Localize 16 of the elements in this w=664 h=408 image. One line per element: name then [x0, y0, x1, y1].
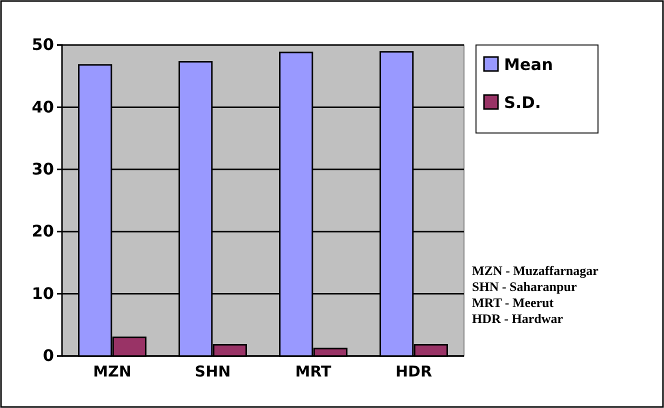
- y-tick-label: 20: [32, 222, 54, 241]
- text: SHN - Saharanpur: [472, 279, 577, 294]
- y-tick-label: 0: [42, 346, 54, 366]
- text: HDR - Hardwar: [472, 311, 564, 326]
- y-tick-label: 40: [32, 97, 54, 116]
- legend-label: S.D.: [504, 93, 541, 112]
- x-tick-label: MZN: [93, 362, 132, 381]
- y-tick-label: 50: [32, 35, 54, 54]
- y-tick-label: 10: [32, 284, 54, 303]
- x-tick-label: HDR: [395, 362, 432, 381]
- x-tick-label: MRT: [295, 362, 332, 381]
- legend-label: Mean: [504, 55, 553, 74]
- text: MRT - Meerut: [472, 295, 554, 310]
- y-tick-label: 30: [32, 160, 54, 179]
- text: MZN - Muzaffarnagar: [472, 263, 599, 278]
- x-tick-label: SHN: [194, 362, 231, 381]
